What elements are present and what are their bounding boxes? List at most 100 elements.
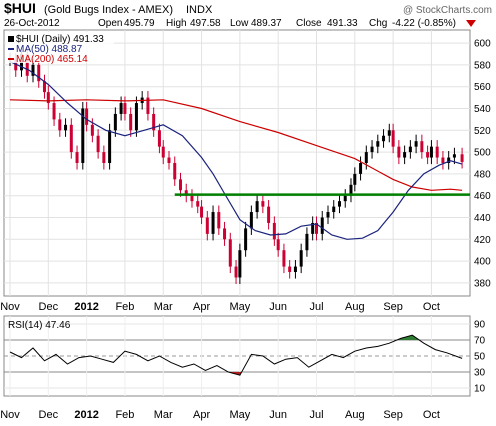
price-bar-body [391, 130, 395, 147]
price-bar-body [205, 217, 209, 234]
price-bar-body [376, 141, 380, 147]
price-bars [8, 47, 464, 285]
price-x-tick-labels: Nov Dec 2012 Feb Mar Apr May Jun Jul Aug Sep Oct [0, 301, 440, 313]
index-name: (Gold Bugs Index - AMEX) [44, 4, 173, 16]
legend-price: $HUI (Daily) 491.33 [16, 34, 104, 45]
price-bar-body [272, 222, 276, 240]
price-bar-body [238, 250, 242, 278]
price-bar-body [326, 212, 330, 218]
price-bar-body [217, 212, 221, 229]
x-tick-label: Jul [309, 409, 323, 421]
high-label: High [166, 18, 187, 29]
price-bar-body [460, 154, 464, 162]
price-bar-body [85, 108, 89, 125]
price-bar-body [403, 152, 407, 158]
chg-label: Chg [369, 18, 387, 29]
x-tick-label: May [229, 409, 250, 421]
price-bar-body [429, 146, 433, 158]
price-bar-body [113, 113, 117, 131]
price-y-tick: 520 [474, 126, 491, 137]
price-bar-body [276, 239, 280, 251]
price-bar-body [123, 103, 127, 114]
ma50-line [9, 61, 463, 240]
price-bar-body [435, 146, 439, 158]
x-tick-label: Dec [39, 409, 59, 421]
rsi-line [9, 334, 463, 376]
price-y-tick: 580 [474, 60, 491, 71]
x-tick-label: Oct [423, 301, 440, 313]
open-label: Open [98, 18, 122, 29]
price-bar-body [64, 124, 68, 131]
price-bar-body [332, 206, 336, 213]
price-bar-body [353, 173, 357, 185]
legend-rsi: RSI(14) 47.46 [8, 320, 71, 331]
x-tick-label: Sep [383, 301, 403, 313]
price-bar-body [387, 130, 391, 136]
price-bar-body [359, 163, 363, 174]
rsi-y-tick: 30 [474, 368, 486, 379]
price-bar-body [152, 113, 156, 131]
legend-box [6, 32, 114, 63]
x-tick-label: 2012 [74, 301, 98, 313]
price-bar-body [129, 113, 133, 131]
x-tick-label: 2012 [74, 409, 98, 421]
price-bar-body [69, 124, 73, 153]
price-bar-body [364, 152, 368, 163]
ma200-line [9, 99, 463, 191]
price-bar-body [234, 266, 238, 278]
price-bar-body [414, 141, 418, 147]
x-tick-label: Aug [345, 301, 365, 313]
price-bar-body [305, 233, 309, 251]
price-bar-body [293, 266, 297, 273]
price-y-tick: 420 [474, 235, 491, 246]
legend-swatch-price [8, 36, 14, 42]
price-y-tick: 560 [474, 82, 491, 93]
price-bar-body [184, 190, 188, 196]
exchange-label: INDX [186, 4, 213, 16]
legend-ma50: MA(50) 488.87 [16, 44, 83, 55]
price-bar-body [211, 212, 215, 234]
price-bar-body [146, 97, 150, 114]
price-bar-body [161, 146, 165, 158]
x-tick-label: Apr [193, 409, 210, 421]
price-bar-body [25, 53, 29, 76]
legend-ma200: MA(200) 465.14 [16, 54, 88, 65]
price-bar-body [190, 195, 194, 202]
price-bar-body [42, 81, 46, 93]
price-y-tick: 380 [474, 278, 491, 289]
x-tick-label: Oct [423, 409, 440, 421]
x-tick-label: Jun [269, 409, 287, 421]
price-bar-body [349, 184, 353, 196]
price-y-tick: 480 [474, 169, 491, 180]
price-bar-body [31, 64, 35, 76]
price-y-tick-labels: 380 400 420 440 460 480 500 520 540 560 580 600 [474, 39, 491, 290]
price-bar-body [58, 119, 62, 131]
rsi-y-tick: 70 [474, 336, 486, 347]
price-bar-body [46, 92, 50, 104]
price-y-tick: 440 [474, 213, 491, 224]
price-bar-body [102, 152, 106, 163]
price-bar-body [14, 59, 18, 71]
price-bar-body [178, 179, 182, 191]
rsi-y-tick: 50 [474, 352, 486, 363]
price-bar-body [441, 157, 445, 163]
price-bar-body [157, 130, 161, 147]
price-bar-body [288, 266, 292, 273]
high-value: 497.58 [190, 18, 221, 29]
x-tick-label: May [229, 301, 250, 313]
low-value: 489.37 [251, 18, 282, 29]
price-bar-body [337, 201, 341, 207]
price-bar-body [397, 146, 401, 158]
price-bar-body [320, 217, 324, 234]
price-bar-body [96, 135, 100, 153]
price-y-tick: 600 [474, 39, 491, 50]
x-tick-label: Nov [0, 301, 20, 313]
price-bar-body [196, 201, 200, 207]
price-bar-body [261, 201, 265, 207]
price-bar-body [314, 222, 318, 234]
symbol-title: $HUI [4, 0, 36, 16]
price-bar-body [420, 141, 424, 153]
x-tick-label: Feb [115, 409, 134, 421]
price-bar-body [426, 152, 430, 158]
chg-value: -4.22 (-0.85%) [392, 18, 456, 29]
